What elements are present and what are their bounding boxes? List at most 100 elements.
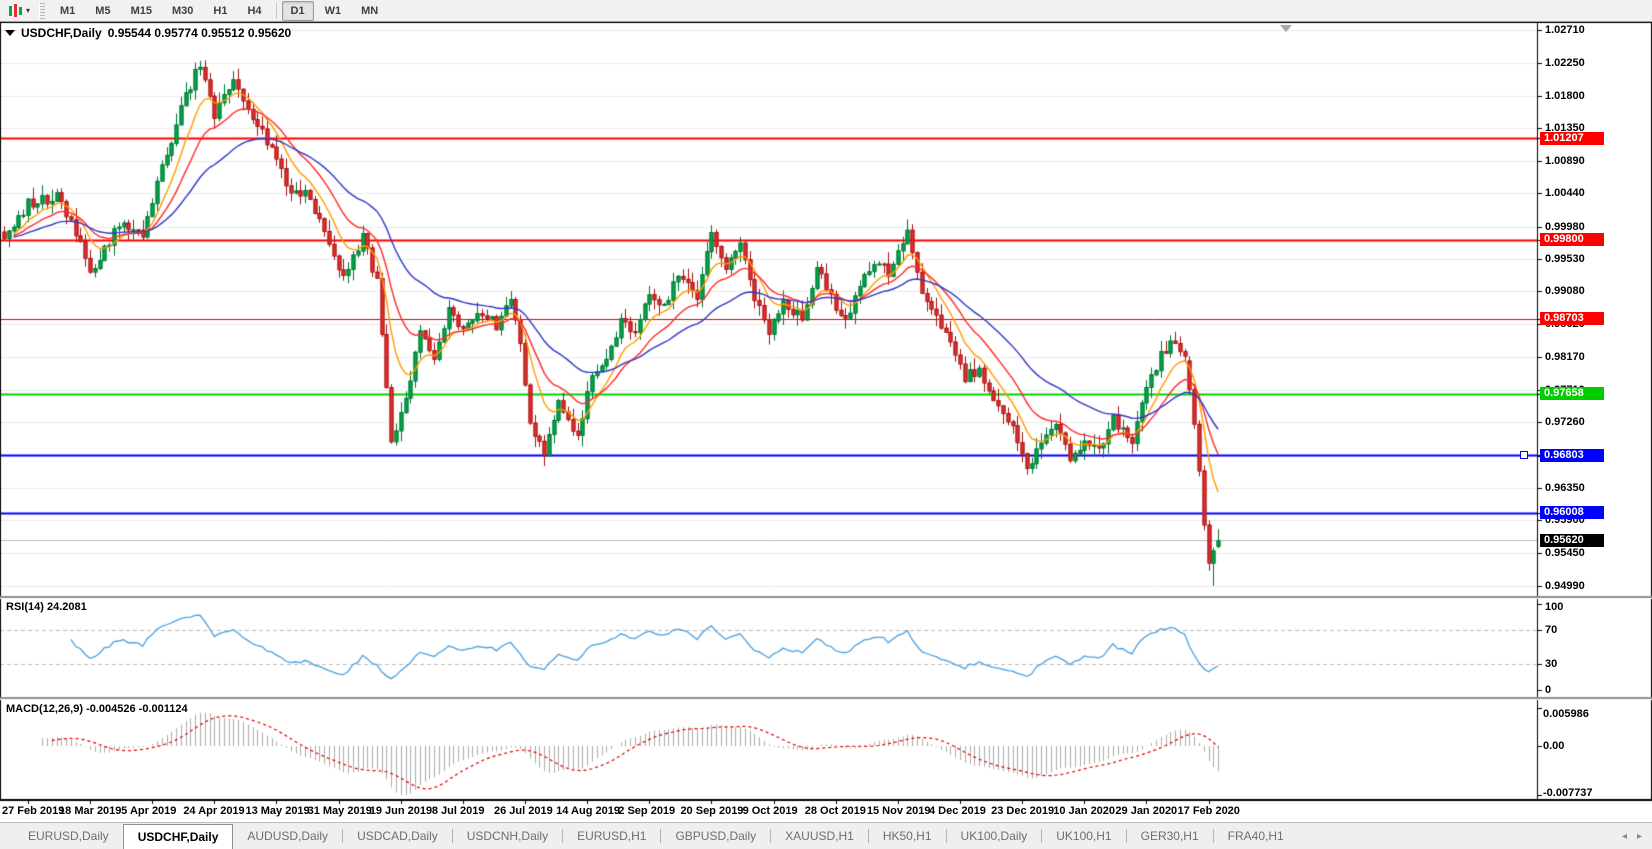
price-level-badge: 0.98703 xyxy=(1540,312,1604,325)
price-axis-tick: 0.95450 xyxy=(1545,546,1585,559)
macd-scale-tick: 0.00 xyxy=(1543,740,1565,752)
timeframe-button-h1[interactable]: H1 xyxy=(213,4,228,17)
price-level-badge: 0.96008 xyxy=(1540,506,1604,520)
price-axis-tick: 0.96350 xyxy=(1545,481,1585,494)
tab-separator xyxy=(562,829,564,843)
price-axis-tick: 0.99080 xyxy=(1545,285,1585,298)
date-axis-label: 19 Jun 2019 xyxy=(369,805,433,817)
rsi-scale-tick: 0 xyxy=(1545,684,1552,696)
price-axis-tick: 1.00890 xyxy=(1545,155,1585,168)
tab-usdcnh-daily[interactable]: USDCNH,Daily xyxy=(466,829,549,843)
price-axis-tick: 0.98170 xyxy=(1545,350,1585,363)
timeframe-button-w1[interactable]: W1 xyxy=(324,4,342,17)
tab-separator xyxy=(867,829,869,843)
tab-separator xyxy=(1212,829,1214,843)
timeframe-button-mn[interactable]: MN xyxy=(361,4,379,17)
tab-separator xyxy=(1125,829,1127,843)
timeframe-button-d1[interactable]: D1 xyxy=(281,0,314,21)
rsi-scale-tick: 30 xyxy=(1545,658,1558,671)
chart-title: USDCHF,Daily 0.95544 0.95774 0.95512 0.9… xyxy=(5,26,291,40)
tab-uk100-daily[interactable]: UK100,Daily xyxy=(960,829,1028,843)
date-axis-label: 14 Aug 2019 xyxy=(556,805,620,817)
tab-usdchf-daily[interactable]: USDCHF,Daily xyxy=(122,824,234,849)
date-axis-label: 24 Apr 2019 xyxy=(183,805,245,817)
price-level-badge: 0.96803 xyxy=(1540,448,1604,462)
date-axis-label: 15 Nov 2019 xyxy=(866,805,931,817)
timeframe-button-m1[interactable]: M1 xyxy=(60,4,76,17)
tab-fra40-h1[interactable]: FRA40,H1 xyxy=(1227,829,1284,843)
tab-separator xyxy=(1041,829,1043,843)
date-axis-label: 9 Oct 2019 xyxy=(742,805,798,817)
tab-separator xyxy=(945,829,947,843)
tab-separator xyxy=(451,829,453,843)
tab-eurusd-h1[interactable]: EURUSD,H1 xyxy=(577,829,647,843)
date-axis-label: 29 Jan 2020 xyxy=(1115,805,1178,817)
price-axis-tick: 0.97260 xyxy=(1545,416,1585,429)
date-axis-label: 8 Jul 2019 xyxy=(431,805,485,817)
chart-collapse-icon[interactable] xyxy=(5,30,15,36)
timeframe-buttons: M1 M5 M15 M30 H1 H4 D1 W1 MN xyxy=(50,0,388,21)
level-line-handle[interactable] xyxy=(1520,451,1528,460)
rsi-scale-tick: 100 xyxy=(1545,601,1564,613)
date-axis-label: 5 Apr 2019 xyxy=(121,805,177,817)
price-axis-tick: 1.02710 xyxy=(1545,24,1585,36)
toolbar-separator xyxy=(275,2,277,19)
chart-canvas[interactable] xyxy=(0,22,1652,822)
tab-scroll-arrows: ◂ ▸ xyxy=(1622,823,1652,849)
date-axis-label: 23 Dec 2019 xyxy=(991,805,1055,817)
price-level-badge: 0.99800 xyxy=(1540,233,1604,247)
chart-ohlc-values: 0.95544 0.95774 0.95512 0.95620 xyxy=(107,26,292,40)
date-axis-label: 10 Jan 2020 xyxy=(1053,805,1116,817)
tab-audusd-daily[interactable]: AUDUSD,Daily xyxy=(247,829,329,843)
macd-scale-tick: 0.005986 xyxy=(1543,708,1589,720)
chart-periods-icon[interactable] xyxy=(6,3,24,19)
date-axis-label: 2 Sep 2019 xyxy=(618,805,676,817)
tab-separator xyxy=(342,829,344,843)
current-price-badge: 0.95620 xyxy=(1540,533,1604,547)
macd-scale-tick: -0.007737 xyxy=(1543,787,1593,799)
date-axis-label: 31 May 2019 xyxy=(307,805,372,817)
price-axis-tick: 0.99980 xyxy=(1545,220,1585,233)
price-axis-tick: 1.02250 xyxy=(1545,57,1585,70)
tabs-scroll-left-icon[interactable]: ◂ xyxy=(1621,830,1627,842)
tab-separator xyxy=(770,829,772,843)
tab-hk50-h1[interactable]: HK50,H1 xyxy=(882,829,932,843)
date-axis-label: 20 Sep 2019 xyxy=(680,805,744,817)
toolbar-drag-grip[interactable] xyxy=(39,2,46,19)
chart-periods-caret-icon[interactable]: ▾ xyxy=(26,6,31,15)
tab-gbpusd-daily[interactable]: GBPUSD,Daily xyxy=(675,829,757,843)
timeframe-button-m5[interactable]: M5 xyxy=(95,4,111,17)
price-axis-tick: 0.99530 xyxy=(1545,252,1585,265)
date-axis-label: 4 Dec 2019 xyxy=(929,805,986,817)
symbol-tabbar: EURUSD,Daily USDCHF,Daily AUDUSD,Daily USDC… xyxy=(0,822,1652,849)
chart-symbol-label: USDCHF,Daily xyxy=(21,26,102,40)
tab-xauusd-h1[interactable]: XAUUSD,H1 xyxy=(785,829,854,843)
date-axis-label: 13 May 2019 xyxy=(245,805,310,817)
price-level-badge: 1.01207 xyxy=(1540,131,1604,145)
tab-usdcad-daily[interactable]: USDCAD,Daily xyxy=(357,829,438,843)
tab-uk100-h1[interactable]: UK100,H1 xyxy=(1056,829,1112,843)
date-axis-label: 26 Jul 2019 xyxy=(494,805,553,817)
price-level-badge: 0.97658 xyxy=(1540,387,1604,401)
date-axis-label: 28 Oct 2019 xyxy=(804,805,866,817)
timeframe-toolbar: ▾ M1 M5 M15 M30 H1 H4 D1 W1 MN xyxy=(0,0,1652,22)
timeframe-button-h4[interactable]: H4 xyxy=(247,4,262,17)
date-axis-label: 27 Feb 2019 xyxy=(2,805,65,817)
date-axis-label: 18 Mar 2019 xyxy=(59,805,122,817)
tab-ger30-h1[interactable]: GER30,H1 xyxy=(1140,829,1199,843)
price-axis-tick: 1.01800 xyxy=(1545,89,1585,102)
price-axis-tick: 1.01350 xyxy=(1545,121,1585,134)
tab-eurusd-daily[interactable]: EURUSD,Daily xyxy=(28,829,109,843)
timeframe-button-m30[interactable]: M30 xyxy=(171,4,194,17)
timeframe-button-m15[interactable]: M15 xyxy=(130,4,152,17)
tabs-scroll-right-icon[interactable]: ▸ xyxy=(1636,830,1642,842)
date-axis-label: 17 Feb 2020 xyxy=(1177,805,1240,817)
rsi-scale-tick: 70 xyxy=(1545,623,1558,636)
rsi-indicator-label: RSI(14) 24.2081 xyxy=(6,601,87,613)
scroll-to-end-icon[interactable] xyxy=(1280,25,1292,32)
macd-indicator-label: MACD(12,26,9) -0.004526 -0.001124 xyxy=(6,703,188,715)
price-axis-tick: 1.00440 xyxy=(1545,187,1585,200)
tab-separator xyxy=(660,829,662,843)
price-axis-tick: 0.94990 xyxy=(1545,579,1585,592)
